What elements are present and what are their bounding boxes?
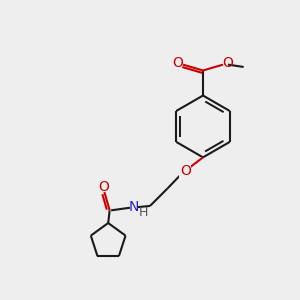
Text: N: N [129, 200, 139, 214]
Text: O: O [223, 56, 233, 70]
Text: O: O [98, 180, 109, 194]
Text: O: O [180, 164, 191, 178]
Text: O: O [172, 56, 183, 70]
Text: H: H [139, 206, 148, 219]
